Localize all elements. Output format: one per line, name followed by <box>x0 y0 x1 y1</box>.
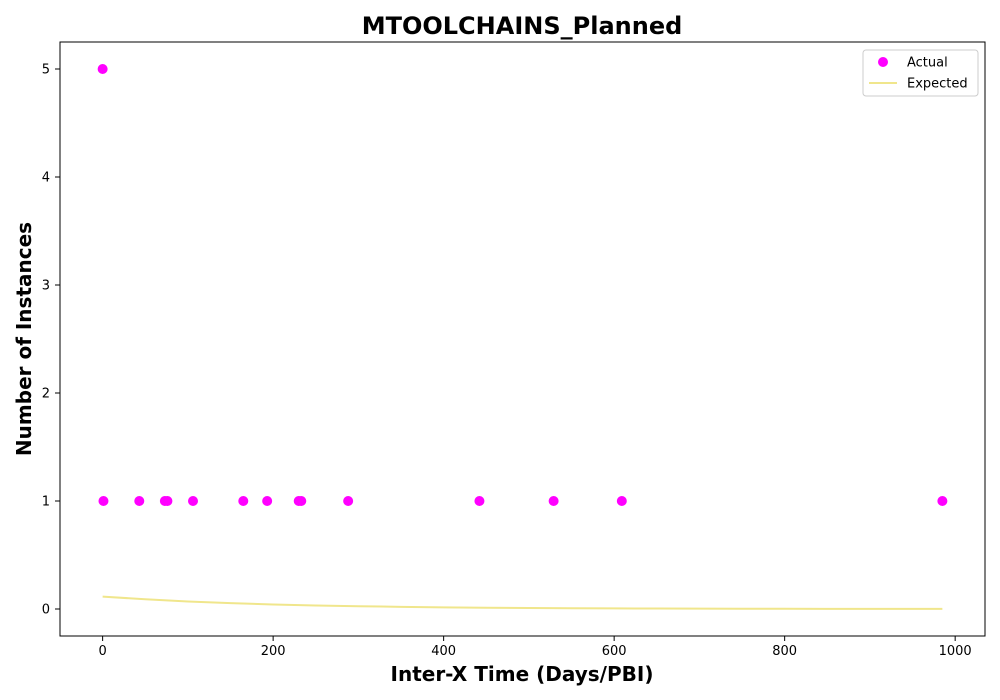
data-point <box>97 64 108 74</box>
legend-label: Expected <box>907 77 968 92</box>
data-point <box>134 496 145 506</box>
data-point <box>616 496 627 506</box>
data-point <box>296 496 307 506</box>
y-tick-label: 4 <box>42 171 50 186</box>
legend: Actual Expected <box>862 49 979 97</box>
plot-area: 0 200 400 600 800 1000 0 1 2 3 4 5 <box>42 41 986 659</box>
series-line-expected <box>102 595 943 610</box>
plot-frame <box>59 41 986 637</box>
x-axis-label: Inter-X Time (Days/PBI) <box>391 662 654 686</box>
data-point <box>474 496 485 506</box>
y-tick-label: 1 <box>42 495 50 510</box>
data-point <box>262 496 273 506</box>
x-tick-label: 1000 <box>939 644 972 659</box>
legend-point-marker <box>878 57 888 67</box>
data-point <box>548 496 559 506</box>
data-point <box>98 496 109 506</box>
data-point <box>343 496 354 506</box>
x-tick-label: 400 <box>431 644 456 659</box>
y-tick-label: 0 <box>42 603 50 618</box>
data-point <box>238 496 249 506</box>
x-tick-label: 800 <box>772 644 797 659</box>
y-axis-label: Number of Instances <box>12 222 36 456</box>
y-tick-label: 3 <box>42 279 50 294</box>
legend-box <box>862 49 979 97</box>
legend-label: Actual <box>907 56 948 71</box>
data-point <box>188 496 198 506</box>
x-tick-label: 600 <box>602 644 627 659</box>
y-tick-label: 5 <box>42 63 50 78</box>
data-point <box>162 496 173 506</box>
chart-title: MTOOLCHAINS_Planned <box>362 12 683 40</box>
x-tick-label: 0 <box>98 644 106 659</box>
x-tick-label: 200 <box>261 644 286 659</box>
data-point <box>937 496 948 506</box>
y-tick-label: 2 <box>42 387 50 402</box>
